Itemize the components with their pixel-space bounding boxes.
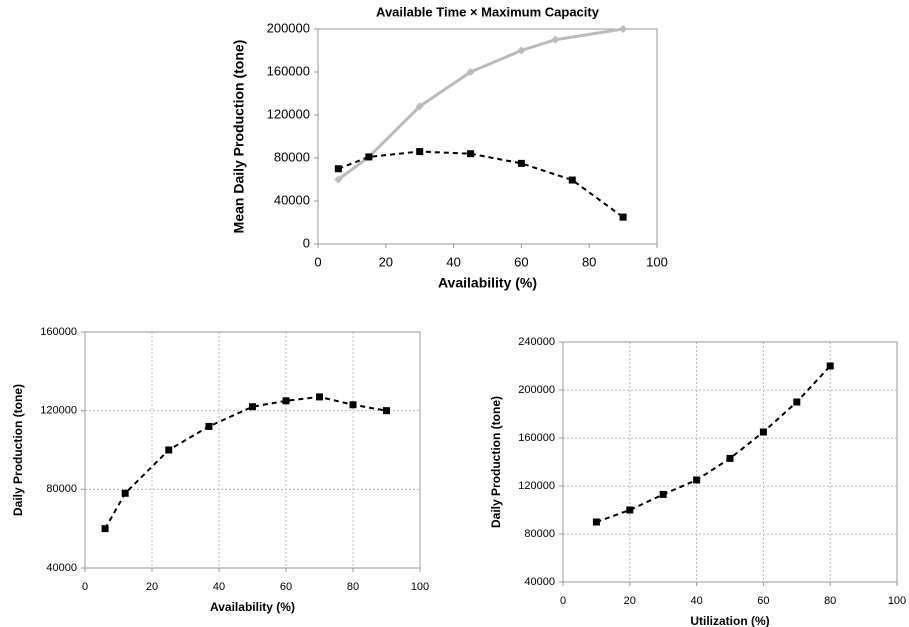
y-tick-label: 40000 (524, 576, 555, 588)
x-tick-label: 20 (146, 581, 158, 593)
y-tick-label: 160000 (518, 432, 555, 444)
x-tick-label: 80 (347, 581, 359, 593)
plot-area (317, 28, 658, 245)
marker (365, 153, 373, 161)
y-tick-label: 40000 (274, 192, 310, 207)
y-tick-label: 160000 (40, 326, 77, 338)
marker (619, 25, 628, 33)
marker (592, 518, 600, 526)
series-line (337, 150, 624, 218)
y-tick-label: 120000 (267, 106, 310, 121)
marker (383, 407, 390, 415)
y-tick-label: 0 (303, 235, 310, 250)
marker (165, 446, 173, 454)
marker (205, 422, 213, 430)
y-tick-label: 120000 (40, 405, 77, 417)
marker (517, 46, 526, 55)
series-line (104, 395, 387, 530)
x-tick-label: 60 (757, 595, 769, 607)
y-tick-label: 80000 (274, 149, 310, 164)
x-axis-label: Availability (%) (210, 600, 295, 614)
x-tick-label: 80 (824, 595, 836, 607)
marker (793, 398, 801, 406)
marker (759, 428, 767, 436)
marker (619, 213, 627, 221)
marker (467, 150, 475, 158)
x-tick-label: 100 (411, 581, 429, 593)
x-tick-label: 0 (314, 254, 321, 269)
marker (334, 165, 342, 173)
marker (659, 490, 667, 498)
marker (415, 102, 424, 111)
y-tick-label: 200000 (267, 20, 310, 35)
x-tick-label: 0 (82, 581, 88, 593)
marker (568, 176, 576, 184)
marker (249, 403, 256, 411)
x-tick-label: 100 (646, 254, 668, 269)
y-axis-label: Daily Production (tone) (11, 384, 25, 516)
marker (726, 454, 734, 462)
x-tick-label: 20 (624, 595, 636, 607)
marker (826, 362, 834, 370)
x-tick-label: 40 (213, 581, 225, 593)
y-tick-label: 120000 (518, 480, 555, 492)
chart: 40000 80000 120000 160000 200000 240000 0 20 40 6… (489, 336, 906, 627)
marker (282, 397, 290, 405)
marker (101, 525, 109, 533)
x-tick-label: 20 (379, 254, 393, 269)
marker (466, 68, 475, 76)
marker (349, 401, 357, 409)
y-tick-label: 200000 (518, 384, 555, 396)
x-axis-label: Availability (%) (438, 275, 537, 291)
series-line (596, 365, 831, 523)
marker (121, 489, 129, 497)
x-tick-label: 40 (690, 595, 702, 607)
marker (416, 148, 424, 156)
x-axis-label: Utilization (%) (690, 614, 769, 627)
y-tick-label: 240000 (518, 336, 555, 348)
y-tick-label: 40000 (46, 562, 77, 574)
marker (334, 175, 343, 184)
plot-area (562, 341, 898, 583)
marker (316, 393, 323, 401)
x-tick-label: 100 (888, 595, 906, 607)
x-tick-label: 60 (514, 254, 528, 269)
y-axis-label: Daily Production (tone) (489, 396, 503, 528)
series-line (337, 27, 624, 181)
marker (626, 506, 634, 514)
y-tick-label: 160000 (267, 63, 310, 78)
marker (517, 159, 525, 167)
x-tick-label: 60 (280, 581, 292, 593)
x-tick-label: 0 (560, 595, 566, 607)
chart: 40000 80000 120000 160000 0 20 40 60 80 100 Availa… (11, 326, 429, 614)
x-tick-label: 40 (446, 254, 460, 269)
y-tick-label: 80000 (46, 483, 77, 495)
marker (693, 476, 701, 484)
plot-area (84, 331, 421, 569)
chart-title: Available Time × Maximum Capacity (376, 4, 600, 19)
y-tick-label: 80000 (524, 528, 555, 540)
x-tick-label: 80 (582, 254, 596, 269)
marker (551, 35, 560, 44)
y-axis-label: Mean Daily Production (tone) (231, 40, 247, 234)
chart: 0 40000 80000 120000 160000 200000 0 20 40 60 80 10… (231, 4, 668, 290)
